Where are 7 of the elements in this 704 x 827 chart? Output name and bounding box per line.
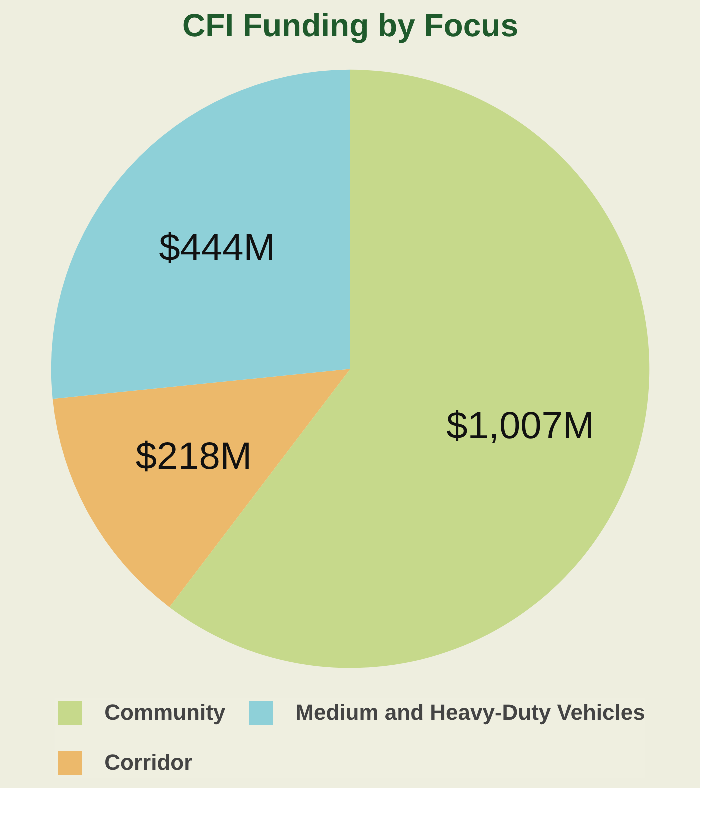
data-label: $1,007M bbox=[446, 405, 595, 448]
data-label: $444M bbox=[159, 228, 276, 270]
chart-title: CFI Funding by Focus bbox=[182, 8, 518, 44]
legend-label: Medium and Heavy-Duty Vehicles bbox=[296, 700, 646, 726]
legend-label: Community bbox=[104, 700, 226, 726]
data-label: $218M bbox=[136, 436, 252, 478]
legend-label: Corridor bbox=[104, 750, 193, 776]
